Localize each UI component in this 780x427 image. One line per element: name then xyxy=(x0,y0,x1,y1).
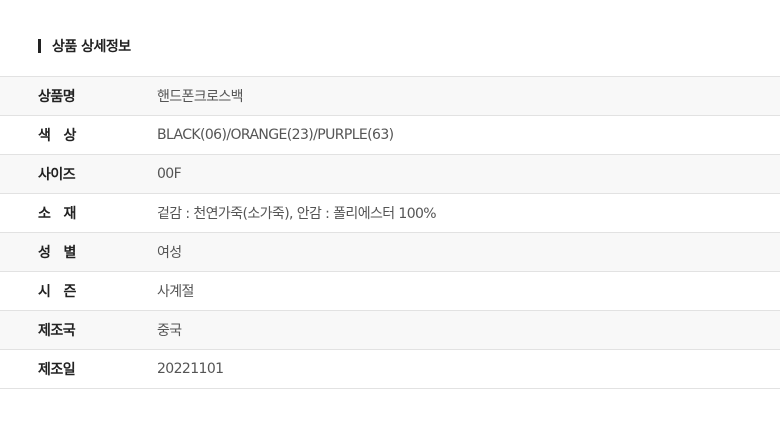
table-row-product-name: 상품명 핸드폰크로스백 xyxy=(0,77,780,116)
row-value: 핸드폰크로스백 xyxy=(157,89,244,105)
row-label: 시 즌 xyxy=(38,284,76,300)
table-row-season: 시 즌 사계절 xyxy=(0,272,780,311)
row-label: 사이즈 xyxy=(38,167,76,183)
row-label: 색 상 xyxy=(38,128,76,144)
title-accent-bar xyxy=(38,39,41,53)
table-row-manufacture-date: 제조일 20221101 xyxy=(0,350,780,389)
table-row-country: 제조국 중국 xyxy=(0,311,780,350)
row-value: BLACK(06)/ORANGE(23)/PURPLE(63) xyxy=(157,127,394,143)
row-label: 소 재 xyxy=(38,206,76,222)
row-value: 겉감 : 천연가죽(소가죽), 안감 : 폴리에스터 100% xyxy=(157,206,437,222)
section-header: 상품 상세정보 xyxy=(38,36,131,56)
row-value: 00F xyxy=(157,166,182,182)
row-label: 제조일 xyxy=(38,362,76,378)
row-label: 성 별 xyxy=(38,245,76,261)
product-detail-table: 상품명 핸드폰크로스백 색 상 BLACK(06)/ORANGE(23)/PURPL… xyxy=(0,76,780,389)
row-value: 사계절 xyxy=(157,284,194,300)
table-row-material: 소 재 겉감 : 천연가죽(소가죽), 안감 : 폴리에스터 100% xyxy=(0,194,780,233)
row-label: 상품명 xyxy=(38,89,76,105)
row-value: 여성 xyxy=(157,245,182,261)
table-row-size: 사이즈 00F xyxy=(0,155,780,194)
table-row-color: 색 상 BLACK(06)/ORANGE(23)/PURPLE(63) xyxy=(0,116,780,155)
table-row-gender: 성 별 여성 xyxy=(0,233,780,272)
row-value: 중국 xyxy=(157,323,182,339)
row-label: 제조국 xyxy=(38,323,76,339)
row-value: 20221101 xyxy=(157,361,224,377)
section-title: 상품 상세정보 xyxy=(52,39,131,55)
